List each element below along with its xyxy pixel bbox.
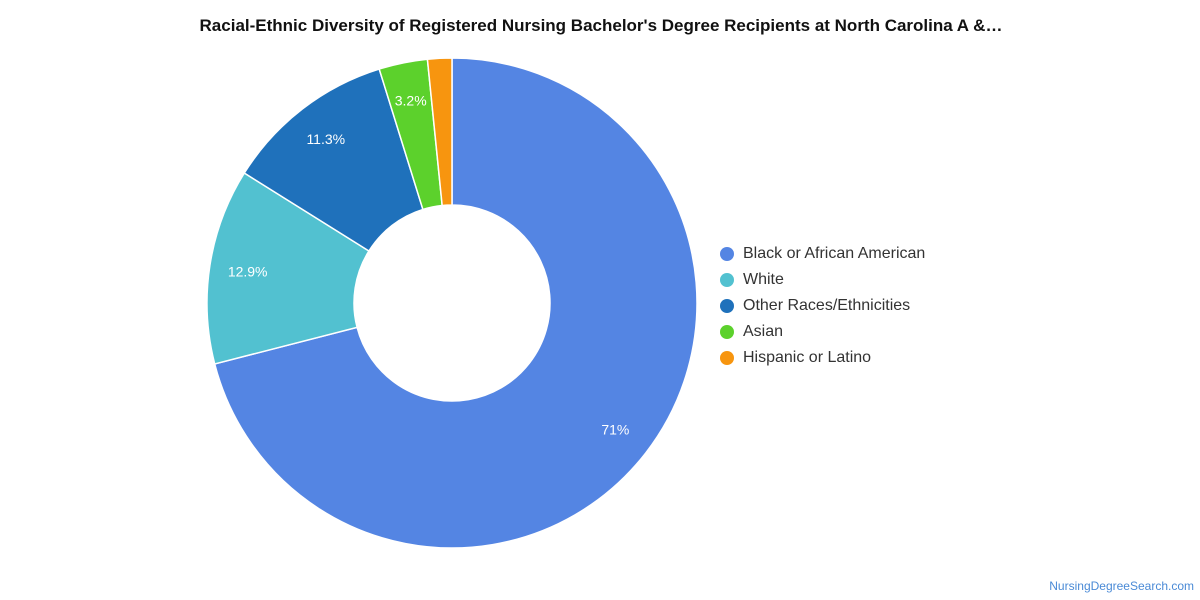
legend-label: Hispanic or Latino (743, 349, 872, 366)
legend-swatch (720, 247, 734, 261)
slice-data-label: 71% (601, 422, 629, 438)
slice-data-label: 12.9% (228, 263, 268, 279)
pie-slice-black-or-african-american[interactable] (213, 57, 698, 549)
slice-data-label: 11.3% (306, 131, 345, 147)
pie-slice-other-races-ethnicities[interactable] (243, 68, 424, 253)
pie-slice-white[interactable] (206, 171, 370, 365)
legend-item-black-or-african-american[interactable]: Black or African American (720, 241, 925, 267)
legend-item-other-races-ethnicities[interactable]: Other Races/Ethnicities (720, 293, 925, 319)
legend-item-hispanic-or-latino[interactable]: Hispanic or Latino (720, 345, 925, 371)
legend-label: Black or African American (743, 245, 926, 262)
legend-label: Asian (743, 323, 784, 340)
legend-swatch (720, 351, 734, 365)
legend-label: White (743, 271, 784, 288)
legend: Black or African American White Other Race… (720, 241, 925, 371)
legend-swatch (720, 299, 734, 313)
pie-slice-hispanic-or-latino[interactable] (426, 57, 453, 207)
legend-item-asian[interactable]: Asian (720, 319, 925, 345)
slice-data-label: 3.2% (395, 92, 427, 108)
source-link[interactable]: NursingDegreeSearch.com (1049, 579, 1194, 593)
legend-label: Other Races/Ethnicities (743, 297, 911, 314)
legend-swatch (720, 273, 734, 287)
legend-item-white[interactable]: White (720, 267, 925, 293)
legend-swatch (720, 325, 734, 339)
